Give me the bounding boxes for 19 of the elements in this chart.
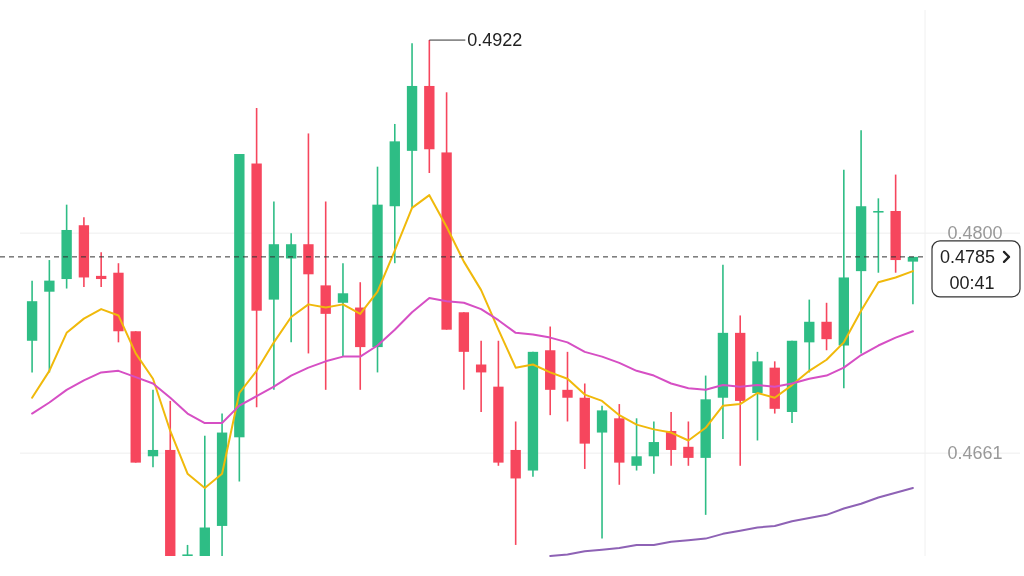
y-tick-label: 0.4800 (947, 223, 1003, 244)
text: 00:41 (949, 273, 995, 294)
candlestick (95, 251, 107, 288)
line-series (31, 297, 914, 425)
candlestick (562, 351, 573, 423)
line-series (31, 194, 914, 489)
candlestick (907, 256, 919, 306)
candlestick (147, 389, 159, 469)
ref-line-label: 0.4785 (940, 247, 996, 268)
annotation: 0.4922 (467, 30, 523, 51)
line-series (549, 486, 914, 557)
candlestick (337, 262, 349, 358)
candlestick (631, 417, 642, 472)
candlestick (648, 420, 660, 475)
candlestick (873, 197, 884, 274)
candlestick (821, 301, 832, 352)
y-tick-label: 0.4661 (947, 443, 1003, 464)
candlestick (596, 404, 608, 540)
candlestick (683, 420, 694, 467)
